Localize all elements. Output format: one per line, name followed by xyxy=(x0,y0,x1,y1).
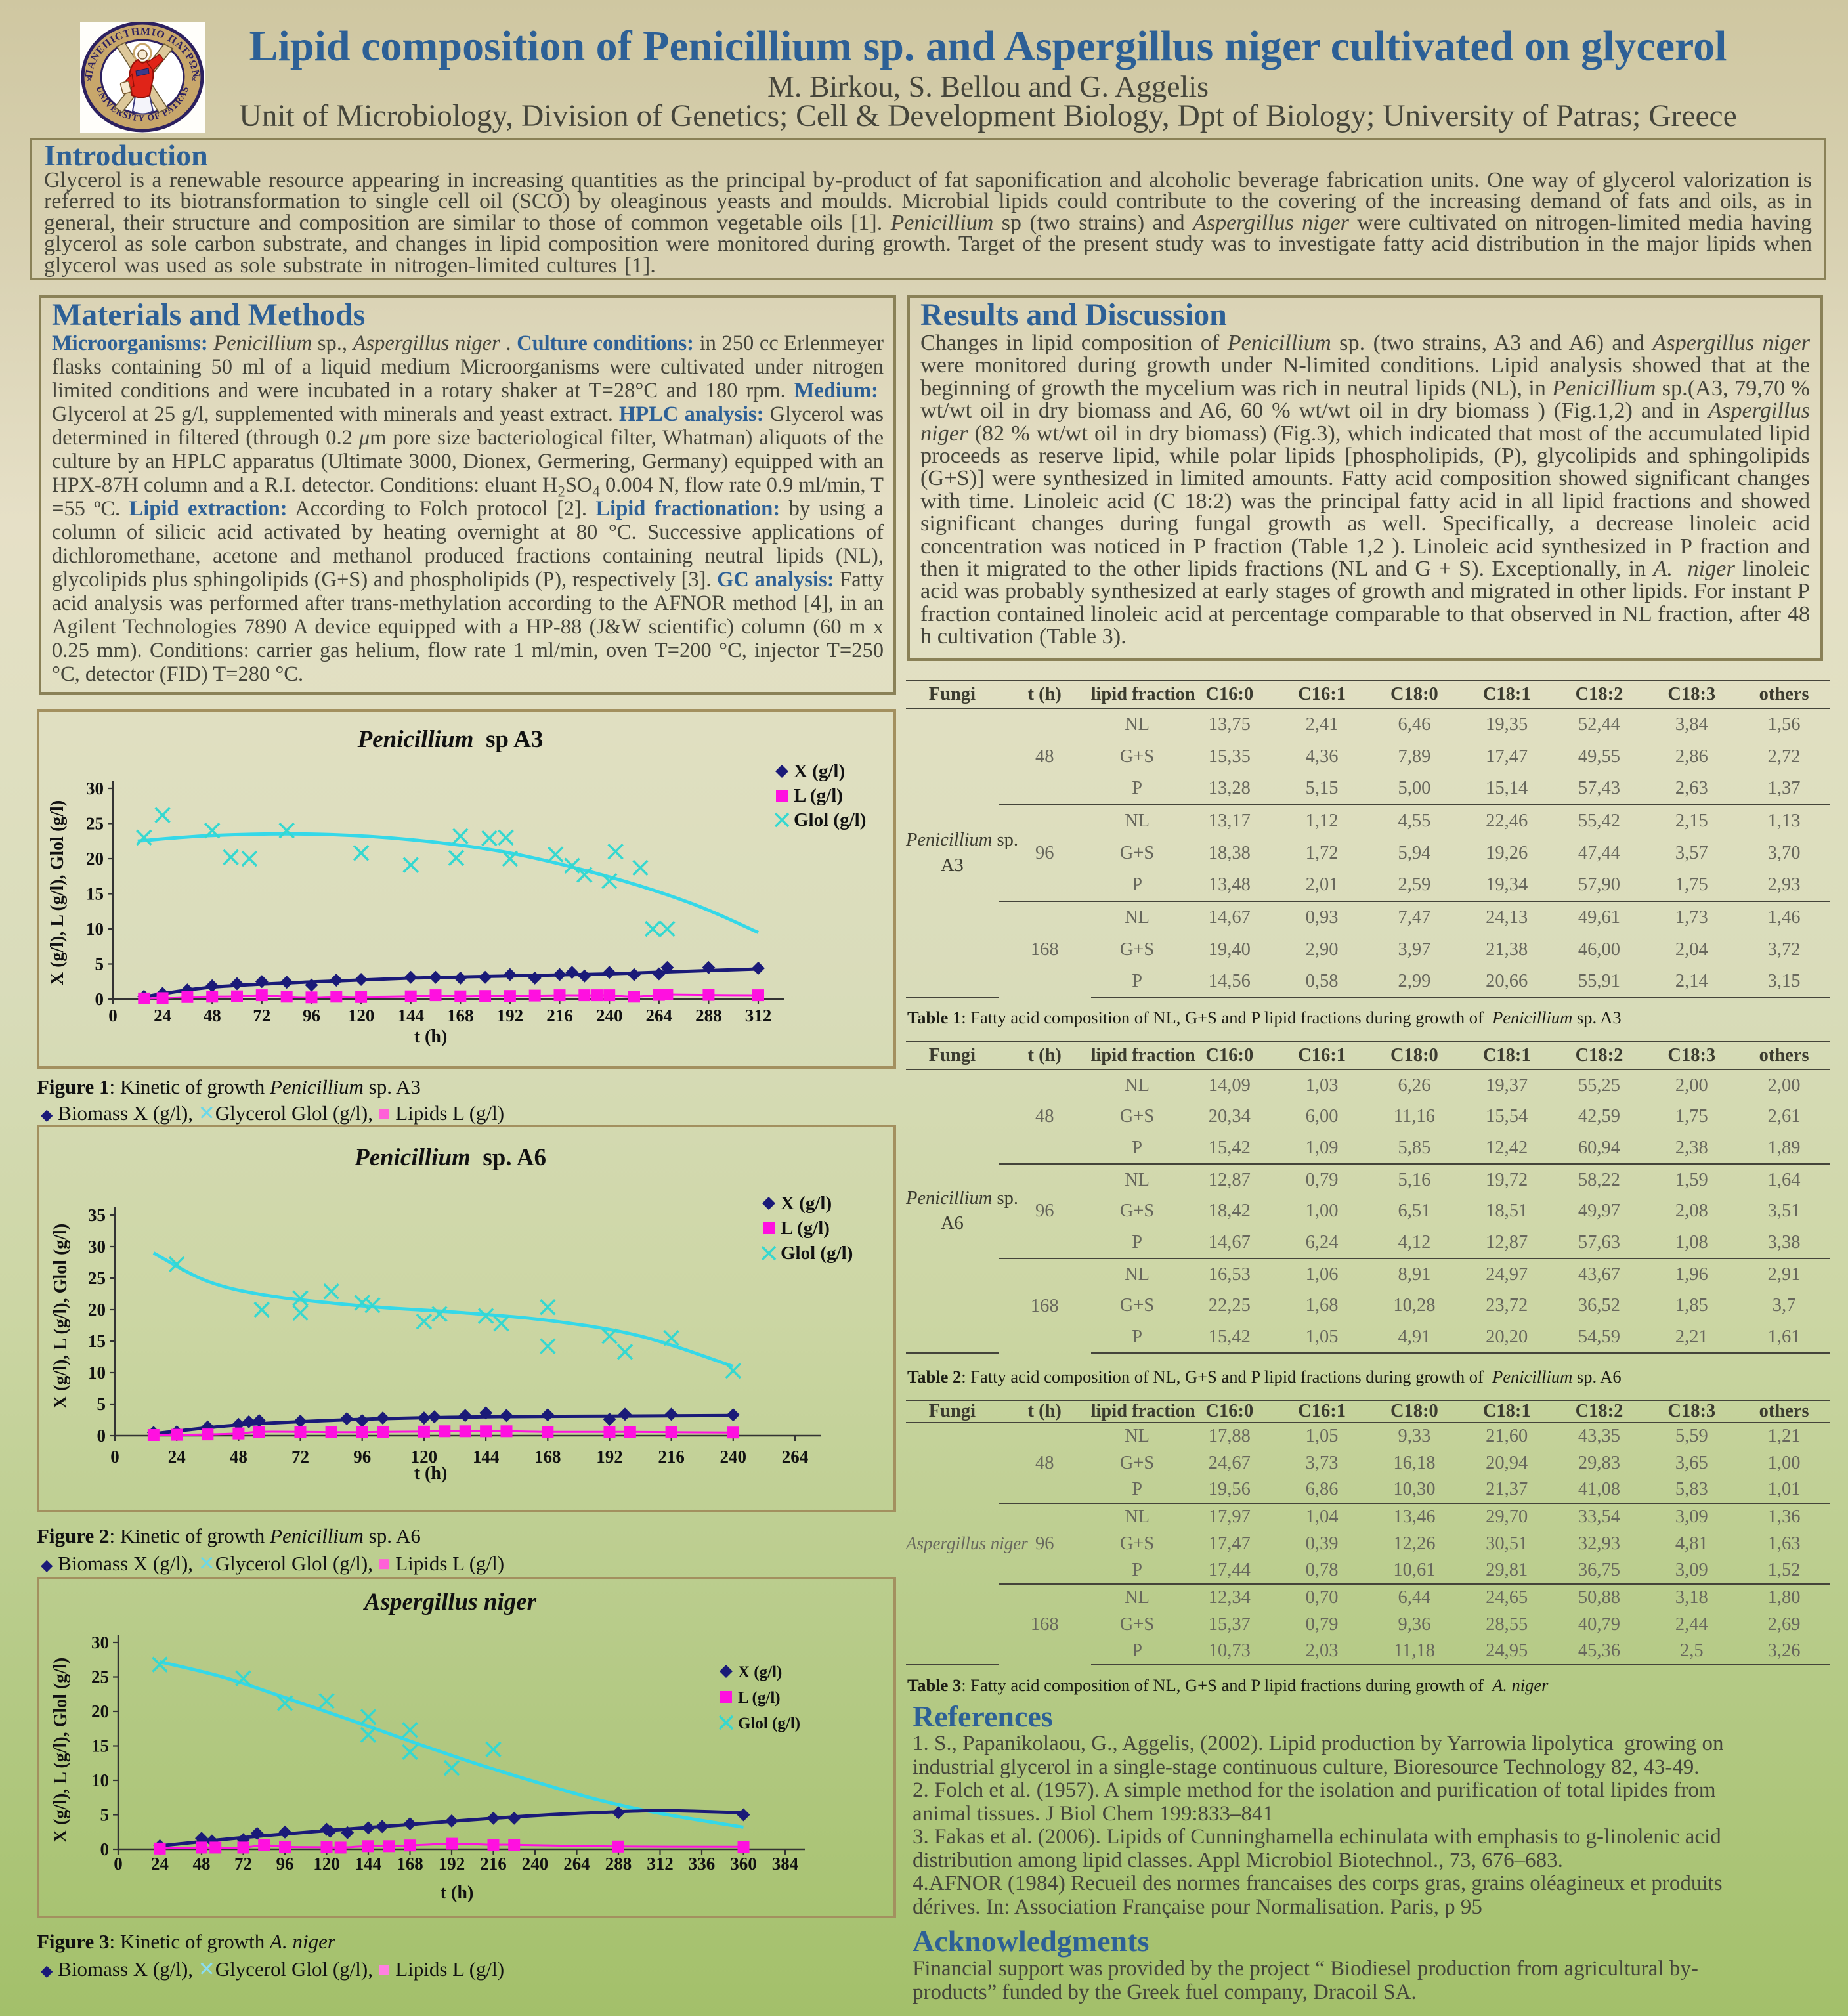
svg-text:192: 192 xyxy=(497,1006,524,1025)
svg-text:5: 5 xyxy=(95,954,104,974)
svg-text:Glol (g/l): Glol (g/l) xyxy=(794,809,866,830)
svg-text:20: 20 xyxy=(91,1702,109,1721)
svg-text:0: 0 xyxy=(114,1854,123,1874)
svg-text:30: 30 xyxy=(91,1633,109,1652)
svg-text:15: 15 xyxy=(91,1736,109,1756)
svg-text:264: 264 xyxy=(782,1447,809,1467)
svg-text:96: 96 xyxy=(353,1447,371,1467)
svg-text:X (g/l), L (g/l), Glol (g/l): X (g/l), L (g/l), Glol (g/l) xyxy=(51,1224,71,1409)
svg-text:24: 24 xyxy=(154,1006,171,1025)
svg-text:10: 10 xyxy=(91,1770,109,1790)
svg-text:t (h): t (h) xyxy=(414,1027,448,1047)
svg-text:L (g/l): L (g/l) xyxy=(781,1218,830,1239)
svg-text:120: 120 xyxy=(348,1006,375,1025)
svg-text:96: 96 xyxy=(303,1006,320,1025)
svg-text:240: 240 xyxy=(596,1006,623,1025)
svg-text:240: 240 xyxy=(522,1854,549,1874)
svg-text:216: 216 xyxy=(658,1447,685,1467)
svg-text:72: 72 xyxy=(291,1447,309,1467)
svg-text:192: 192 xyxy=(439,1854,465,1874)
svg-text:25: 25 xyxy=(86,814,104,834)
svg-text:192: 192 xyxy=(596,1447,623,1467)
svg-text:10: 10 xyxy=(88,1363,106,1383)
svg-text:X (g/l): X (g/l) xyxy=(738,1663,782,1681)
svg-text:216: 216 xyxy=(546,1006,573,1025)
svg-text:120: 120 xyxy=(313,1854,340,1874)
svg-text:168: 168 xyxy=(447,1006,474,1025)
svg-text:0: 0 xyxy=(110,1447,119,1467)
svg-text:24: 24 xyxy=(168,1447,186,1467)
svg-text:24: 24 xyxy=(151,1854,169,1874)
svg-text:288: 288 xyxy=(695,1006,722,1025)
svg-text:10: 10 xyxy=(86,919,104,939)
svg-text:Penicillium sp. A6: Penicillium sp. A6 xyxy=(354,1144,546,1171)
svg-text:5: 5 xyxy=(97,1394,106,1414)
svg-text:×: × xyxy=(87,75,92,85)
svg-text:20: 20 xyxy=(88,1300,106,1319)
svg-text:t (h): t (h) xyxy=(441,1883,474,1903)
svg-text:264: 264 xyxy=(646,1006,673,1025)
svg-text:X (g/l), L (g/l), Glol (g/l): X (g/l), L (g/l), Glol (g/l) xyxy=(51,1658,71,1843)
svg-text:t (h): t (h) xyxy=(414,1463,448,1484)
svg-text:X (g/l), L (g/l), Glol (g/l): X (g/l), L (g/l), Glol (g/l) xyxy=(47,800,68,985)
svg-text:25: 25 xyxy=(91,1667,109,1687)
svg-text:72: 72 xyxy=(253,1006,270,1025)
svg-text:312: 312 xyxy=(647,1854,674,1874)
svg-text:144: 144 xyxy=(397,1006,424,1025)
svg-text:Glol (g/l): Glol (g/l) xyxy=(781,1243,853,1264)
svg-text:168: 168 xyxy=(534,1447,561,1467)
svg-text:168: 168 xyxy=(397,1854,423,1874)
svg-text:0: 0 xyxy=(95,989,104,1009)
svg-text:X (g/l): X (g/l) xyxy=(794,761,845,782)
svg-text:96: 96 xyxy=(276,1854,294,1874)
svg-text:X (g/l): X (g/l) xyxy=(781,1193,832,1214)
svg-text:35: 35 xyxy=(88,1205,106,1225)
svg-text:384: 384 xyxy=(772,1854,799,1874)
svg-text:48: 48 xyxy=(204,1006,221,1025)
svg-text:48: 48 xyxy=(193,1854,211,1874)
svg-text:20: 20 xyxy=(86,849,104,869)
svg-text:72: 72 xyxy=(234,1854,252,1874)
svg-text:30: 30 xyxy=(88,1237,106,1256)
svg-text:L (g/l): L (g/l) xyxy=(794,785,843,806)
svg-text:216: 216 xyxy=(480,1854,507,1874)
svg-text:Penicillium sp A3: Penicillium sp A3 xyxy=(357,726,544,753)
svg-text:0: 0 xyxy=(108,1006,118,1025)
svg-text:336: 336 xyxy=(689,1854,716,1874)
svg-text:15: 15 xyxy=(88,1331,106,1351)
svg-text:15: 15 xyxy=(86,884,104,904)
svg-text:48: 48 xyxy=(230,1447,247,1467)
svg-text:L (g/l): L (g/l) xyxy=(738,1689,781,1707)
svg-text:288: 288 xyxy=(605,1854,632,1874)
svg-text:312: 312 xyxy=(745,1006,772,1025)
svg-text:Glol (g/l): Glol (g/l) xyxy=(738,1715,800,1732)
svg-text:264: 264 xyxy=(563,1854,590,1874)
svg-text:360: 360 xyxy=(730,1854,757,1874)
svg-text:30: 30 xyxy=(86,779,104,798)
svg-text:5: 5 xyxy=(100,1805,110,1825)
svg-text:240: 240 xyxy=(720,1447,747,1467)
svg-text:Aspergillus niger: Aspergillus niger xyxy=(363,1589,537,1616)
svg-text:0: 0 xyxy=(100,1839,110,1859)
svg-text:120: 120 xyxy=(411,1447,438,1467)
svg-text:25: 25 xyxy=(88,1268,106,1288)
svg-text:144: 144 xyxy=(355,1854,382,1874)
svg-text:0: 0 xyxy=(97,1426,106,1446)
svg-text:144: 144 xyxy=(473,1447,500,1467)
svg-text:×: × xyxy=(191,75,196,85)
